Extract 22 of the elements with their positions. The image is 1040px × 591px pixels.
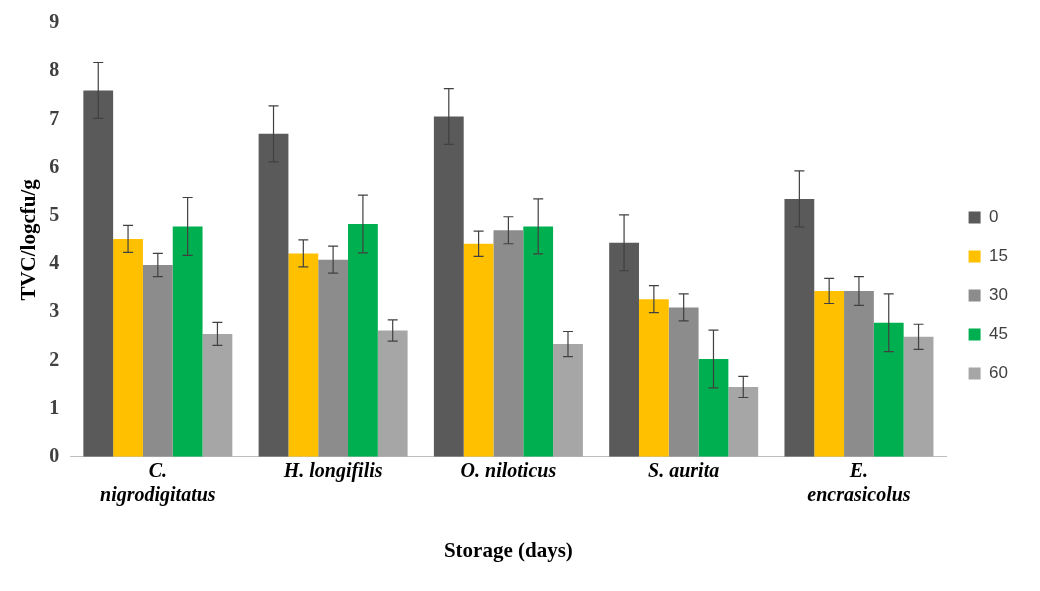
y-tick-label: 7 <box>49 106 60 129</box>
x-tick-label: H. longifilis <box>282 458 383 482</box>
y-tick-label: 0 <box>49 443 60 466</box>
y-tick-label: 3 <box>49 299 60 322</box>
legend-label: 30 <box>989 285 1009 305</box>
legend-label: 60 <box>989 363 1009 383</box>
legend-label: 45 <box>989 324 1009 344</box>
y-tick-label: 6 <box>49 154 60 177</box>
x-axis-title: Storage (days) <box>443 537 573 562</box>
y-tick-label: 4 <box>49 251 60 274</box>
y-tick-label: 1 <box>49 395 60 418</box>
y-tick-label: 9 <box>49 10 60 33</box>
y-tick-label: 5 <box>49 202 60 225</box>
x-tick-label: O. niloticus <box>460 458 557 481</box>
x-tick-label: C. nigrodigitatus <box>100 458 216 506</box>
legend-label: 0 <box>989 207 999 227</box>
x-tick-label: E. encrasicolus <box>807 458 911 505</box>
y-axis-title: TVC/logcfu/g <box>16 178 41 301</box>
y-tick-label: 2 <box>49 347 60 370</box>
y-tick-label: 8 <box>49 58 60 81</box>
legend-label: 15 <box>989 246 1009 266</box>
x-tick-label: S. aurita <box>648 458 720 481</box>
